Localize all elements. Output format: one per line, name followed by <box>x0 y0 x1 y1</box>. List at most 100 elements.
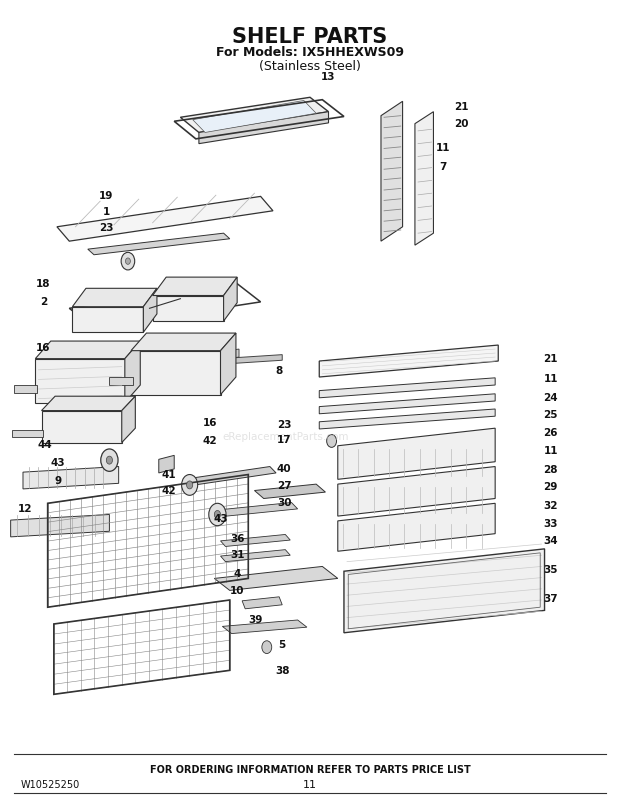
Text: eReplacementParts.com: eReplacementParts.com <box>222 432 348 442</box>
Polygon shape <box>88 233 230 255</box>
Text: 19: 19 <box>99 191 113 200</box>
Polygon shape <box>153 295 224 321</box>
Text: 8: 8 <box>275 366 283 375</box>
Polygon shape <box>381 101 402 241</box>
Text: 43: 43 <box>51 458 66 468</box>
Text: FOR ORDERING INFORMATION REFER TO PARTS PRICE LIST: FOR ORDERING INFORMATION REFER TO PARTS … <box>149 765 471 776</box>
Polygon shape <box>184 467 276 486</box>
Text: 20: 20 <box>454 119 469 128</box>
Polygon shape <box>11 515 109 537</box>
Polygon shape <box>73 288 157 306</box>
Text: 2: 2 <box>40 297 47 307</box>
Circle shape <box>187 481 193 489</box>
Circle shape <box>125 258 130 265</box>
Polygon shape <box>125 341 140 403</box>
Text: 12: 12 <box>17 504 32 514</box>
Text: W10525250: W10525250 <box>21 780 81 790</box>
Polygon shape <box>319 409 495 429</box>
Text: 43: 43 <box>213 514 228 525</box>
Text: 32: 32 <box>544 501 558 512</box>
Polygon shape <box>224 277 237 321</box>
Polygon shape <box>338 428 495 480</box>
Polygon shape <box>180 97 329 132</box>
Text: 35: 35 <box>544 565 558 576</box>
Text: 41: 41 <box>162 469 177 480</box>
Text: 34: 34 <box>543 536 558 546</box>
Text: 1: 1 <box>103 207 110 217</box>
Polygon shape <box>199 111 329 144</box>
Text: 44: 44 <box>37 440 52 450</box>
Text: 29: 29 <box>544 482 558 492</box>
Polygon shape <box>221 549 290 561</box>
Polygon shape <box>97 354 282 372</box>
Text: 26: 26 <box>544 428 558 438</box>
Polygon shape <box>14 385 37 393</box>
Text: 11: 11 <box>303 780 317 790</box>
Polygon shape <box>319 394 495 414</box>
Circle shape <box>262 641 272 654</box>
Polygon shape <box>223 620 307 634</box>
Polygon shape <box>344 549 544 633</box>
Text: 10: 10 <box>230 586 244 596</box>
Text: 25: 25 <box>544 411 558 420</box>
Text: 17: 17 <box>277 435 291 445</box>
Polygon shape <box>23 467 118 489</box>
Polygon shape <box>12 430 43 437</box>
Polygon shape <box>35 358 125 403</box>
Circle shape <box>182 475 198 496</box>
Text: 11: 11 <box>435 144 450 153</box>
Polygon shape <box>221 349 239 359</box>
Text: 5: 5 <box>278 640 286 650</box>
Polygon shape <box>42 411 122 443</box>
Text: 23: 23 <box>99 223 113 233</box>
Polygon shape <box>338 467 495 516</box>
Text: 42: 42 <box>162 485 177 496</box>
Text: 11: 11 <box>544 374 558 383</box>
Circle shape <box>327 435 337 448</box>
Text: 21: 21 <box>454 102 469 112</box>
Polygon shape <box>122 396 135 443</box>
Polygon shape <box>319 378 495 398</box>
Text: 31: 31 <box>230 550 244 561</box>
Polygon shape <box>109 377 133 385</box>
Text: 16: 16 <box>36 343 51 353</box>
Polygon shape <box>159 456 174 473</box>
Text: 36: 36 <box>230 534 244 545</box>
Text: 11: 11 <box>544 446 558 456</box>
Circle shape <box>106 456 112 464</box>
Polygon shape <box>35 341 140 358</box>
Polygon shape <box>131 333 236 350</box>
Text: 28: 28 <box>544 464 558 475</box>
Circle shape <box>101 449 118 472</box>
Polygon shape <box>73 306 143 332</box>
Text: SHELF PARTS: SHELF PARTS <box>232 26 388 47</box>
Text: 18: 18 <box>36 279 51 290</box>
Polygon shape <box>415 111 433 245</box>
Text: 40: 40 <box>277 464 291 474</box>
Polygon shape <box>221 333 236 395</box>
Text: 33: 33 <box>544 519 558 529</box>
Text: 27: 27 <box>277 480 291 491</box>
Text: 37: 37 <box>543 594 558 604</box>
Polygon shape <box>338 504 495 551</box>
Text: 16: 16 <box>203 419 217 428</box>
Polygon shape <box>42 396 135 411</box>
Text: 13: 13 <box>321 72 336 83</box>
Polygon shape <box>242 597 282 609</box>
Circle shape <box>215 511 221 518</box>
Text: 24: 24 <box>543 393 558 403</box>
Text: 23: 23 <box>277 420 291 430</box>
Polygon shape <box>131 350 221 395</box>
Text: 42: 42 <box>203 436 218 446</box>
Polygon shape <box>319 345 498 377</box>
Polygon shape <box>153 277 237 295</box>
Text: For Models: IX5HHEXWS09: For Models: IX5HHEXWS09 <box>216 46 404 59</box>
Text: 9: 9 <box>55 476 62 486</box>
Text: 38: 38 <box>275 666 290 676</box>
Polygon shape <box>254 484 326 499</box>
Polygon shape <box>221 534 290 546</box>
Text: 21: 21 <box>544 354 558 364</box>
Text: 30: 30 <box>277 497 291 508</box>
Polygon shape <box>193 100 316 132</box>
Circle shape <box>209 504 226 525</box>
